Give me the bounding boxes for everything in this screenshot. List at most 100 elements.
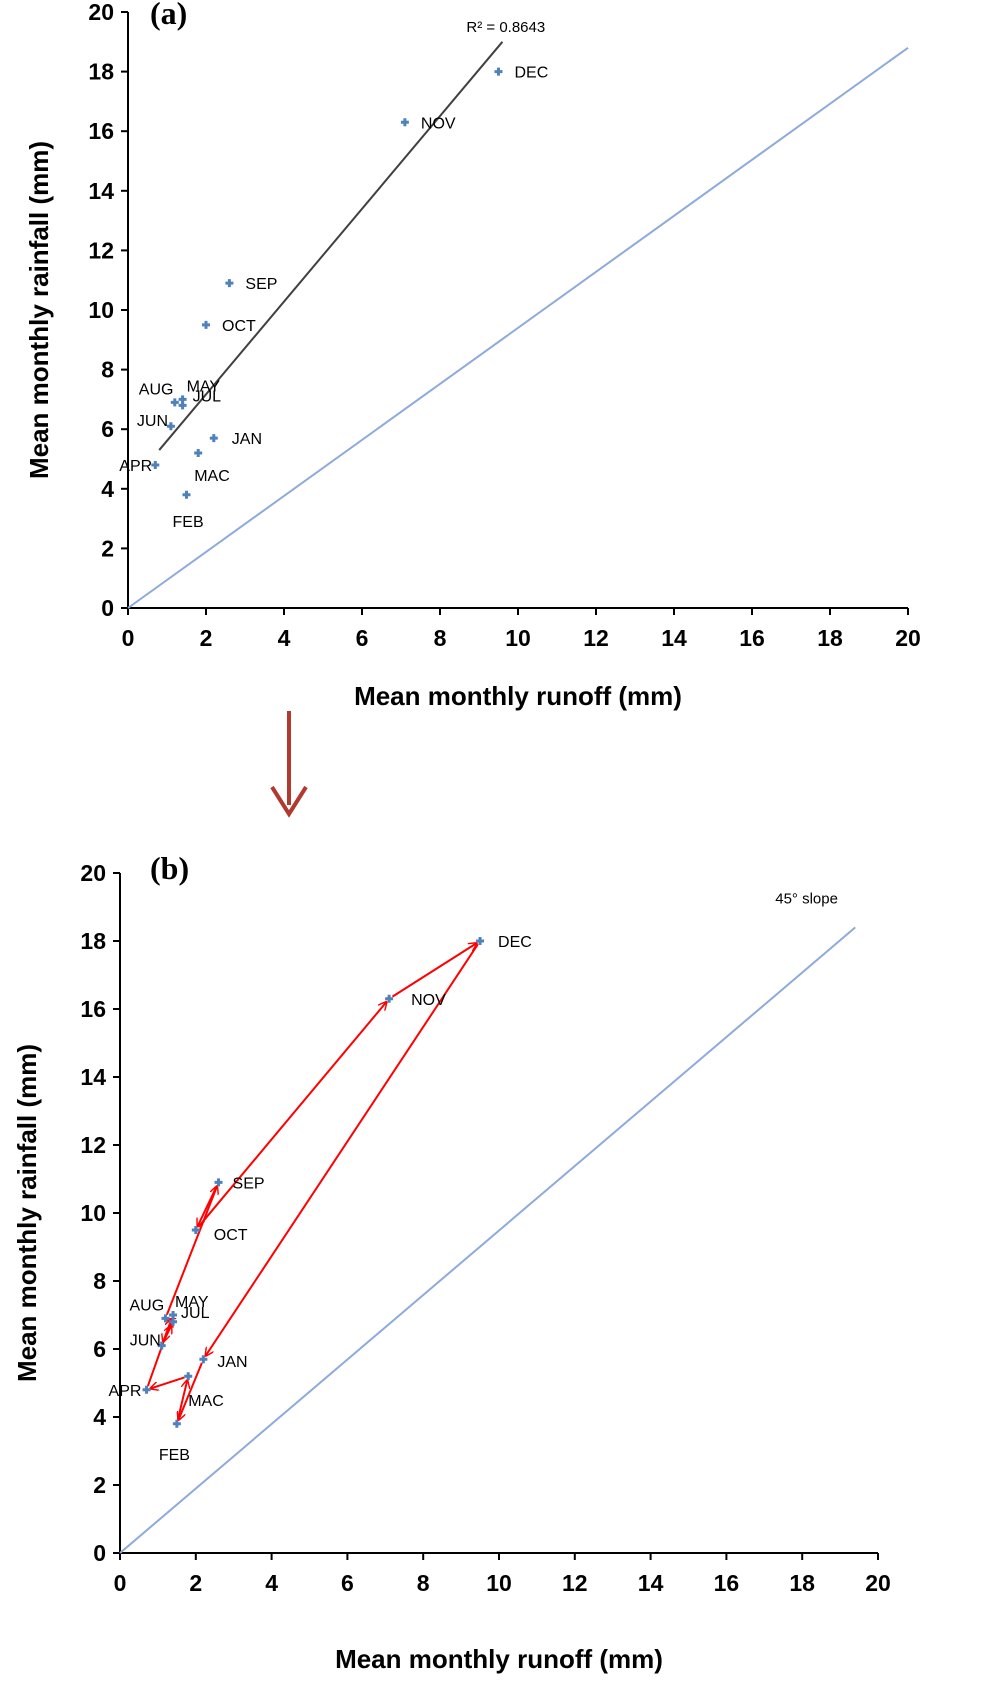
down-arrow-icon (270, 711, 308, 818)
path-arrow-jan (178, 1362, 203, 1420)
path-arrow-feb (176, 1380, 188, 1421)
data-point-oct (202, 320, 210, 329)
point-label-feb: FEB (173, 514, 204, 531)
x-tick-label: 8 (434, 625, 447, 651)
data-point-sep (214, 1178, 223, 1187)
path-arrow-nov (391, 943, 476, 998)
data-point-jan (209, 434, 218, 443)
y-tick-label: 16 (80, 996, 106, 1022)
y-tick-label: 0 (101, 595, 114, 621)
data-point-jul (169, 1317, 178, 1326)
point-label-nov: NOV (421, 115, 456, 132)
y-tick-label: 20 (80, 860, 106, 886)
path-arrow-sep (198, 1185, 218, 1226)
point-marker (194, 449, 203, 458)
reference-45-line (119, 926, 856, 1554)
point-label-mac: MAC (194, 468, 230, 485)
point-label-dec: DEC (498, 934, 532, 951)
data-point-aug (170, 398, 179, 407)
y-tick-label: 14 (80, 1064, 106, 1090)
y-tick-label: 2 (93, 1472, 106, 1498)
data-point-jun (166, 422, 175, 431)
point-label-jun: JUN (130, 1333, 161, 1350)
point-label-may: MAY (175, 1294, 209, 1311)
y-axis-title: Mean monthly rainfall (mm) (12, 1044, 42, 1382)
r-squared-label: R² = 0.8643 (466, 19, 545, 36)
y-tick-label: 8 (101, 357, 114, 383)
x-tick-label: 6 (356, 625, 369, 651)
point-marker (157, 1341, 166, 1350)
data-point-aug (161, 1314, 170, 1323)
point-marker (170, 398, 179, 407)
point-marker (182, 490, 191, 499)
x-tick-label: 2 (200, 625, 213, 651)
panel-label: (a) (150, 0, 187, 31)
x-tick-label: 16 (714, 1570, 740, 1596)
x-tick-label: 4 (265, 1570, 278, 1596)
point-marker (199, 1355, 208, 1364)
x-tick-label: 18 (817, 625, 843, 651)
data-point-apr (142, 1385, 151, 1394)
y-tick-label: 6 (101, 416, 114, 442)
point-label-dec: DEC (515, 65, 549, 82)
y-tick-label: 18 (88, 59, 114, 85)
y-tick-label: 0 (93, 1540, 106, 1566)
point-marker (169, 1317, 178, 1326)
panel-label: (b) (150, 850, 189, 886)
x-tick-label: 18 (789, 1570, 815, 1596)
path-arrow-jun (162, 1325, 171, 1343)
point-label-jul: JUL (193, 388, 222, 405)
reference-45-line (127, 46, 909, 609)
y-axis-title: Mean monthly rainfall (mm) (24, 141, 54, 479)
x-tick-label: 20 (865, 1570, 891, 1596)
point-marker (494, 67, 503, 76)
y-tick-label: 12 (88, 237, 114, 263)
trendline (158, 41, 504, 451)
x-tick-label: 4 (278, 625, 291, 651)
point-marker (385, 994, 394, 1003)
data-point-feb (172, 1419, 181, 1428)
point-label-aug: AUG (129, 1297, 164, 1314)
data-point-sep (225, 279, 234, 288)
point-marker (151, 460, 160, 469)
point-marker (225, 279, 234, 288)
y-tick-label: 4 (93, 1404, 106, 1430)
point-label-oct: OCT (214, 1227, 248, 1244)
point-marker (161, 1314, 170, 1323)
point-label-mac: MAC (188, 1393, 224, 1410)
path-arrow-mac (150, 1376, 185, 1388)
point-marker (191, 1226, 200, 1234)
y-tick-label: 10 (88, 297, 114, 323)
point-label-apr: APR (109, 1383, 142, 1400)
data-point-mac (194, 449, 203, 458)
y-tick-label: 14 (88, 178, 114, 204)
point-marker (166, 422, 175, 431)
panel-b-chart: 0 2 4 6 8 10 12 14 16 18 20 0 2 4 6 8 10 12 14 16 18 20 Mean m… (12, 850, 891, 1674)
path-arrow-oct (197, 1002, 386, 1228)
x-tick-label: 10 (486, 1570, 512, 1596)
point-label-jul: JUL (181, 1305, 210, 1322)
data-point-apr (151, 460, 160, 469)
y-tick-label: 6 (93, 1336, 106, 1362)
point-marker (184, 1372, 193, 1381)
x-tick-label: 14 (661, 625, 687, 651)
data-point-dec (494, 67, 503, 76)
data-point-may (169, 1311, 178, 1319)
x-tick-label: 6 (341, 1570, 354, 1596)
y-tick-label: 20 (88, 0, 114, 25)
x-tick-label: 12 (562, 1570, 588, 1596)
point-marker (209, 434, 218, 443)
x-tick-label: 14 (638, 1570, 664, 1596)
point-label-jan: JAN (217, 1354, 247, 1371)
x-tick-label: 2 (189, 1570, 202, 1596)
point-label-aug: AUG (139, 381, 174, 398)
x-tick-label: 0 (114, 1570, 127, 1596)
point-label-feb: FEB (159, 1447, 190, 1464)
data-point-nov (400, 118, 409, 127)
point-marker (178, 401, 187, 410)
panel-a-chart: 0 2 4 6 8 10 12 14 16 18 20 0 2 4 6 8 10 12 14 16 18 20 Mean m… (24, 0, 921, 711)
point-marker (214, 1178, 223, 1187)
reference-line-label: 45° slope (775, 890, 838, 907)
y-tick-label: 16 (88, 118, 114, 144)
